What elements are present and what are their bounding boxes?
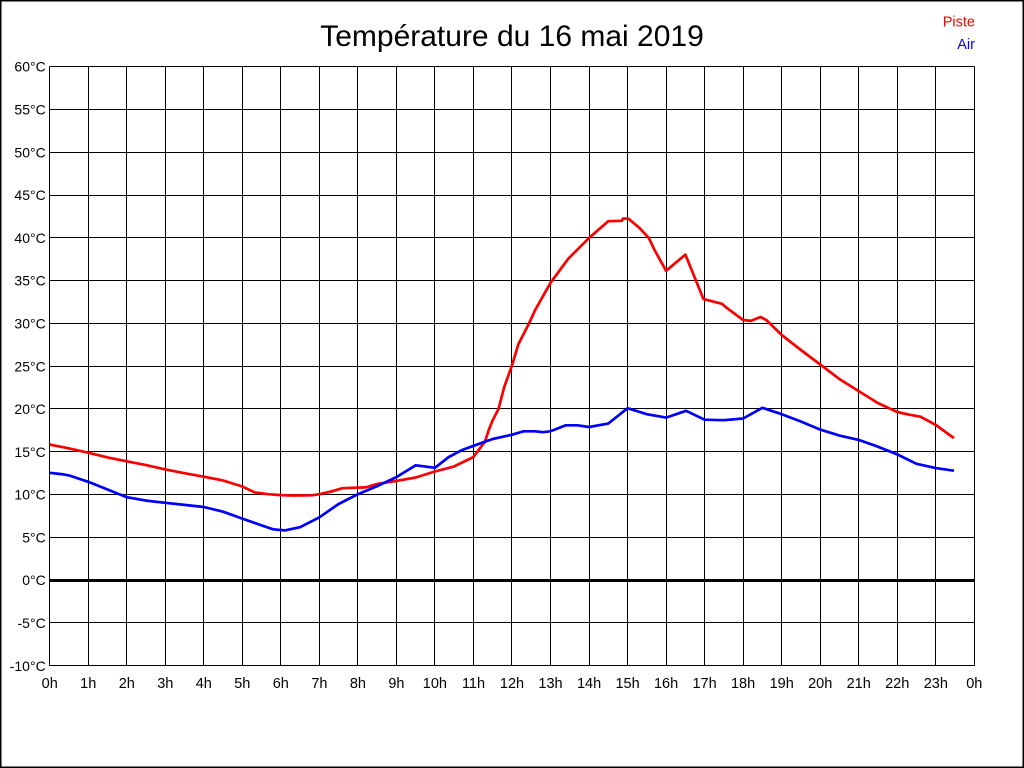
svg-text:30°C: 30°C (14, 316, 45, 332)
svg-text:25°C: 25°C (14, 358, 45, 374)
svg-text:0h: 0h (42, 676, 58, 692)
svg-text:13h: 13h (538, 676, 562, 692)
svg-text:Température du 16 mai 2019: Température du 16 mai 2019 (320, 20, 704, 53)
svg-text:2h: 2h (119, 676, 135, 692)
svg-text:12h: 12h (500, 676, 524, 692)
svg-text:17h: 17h (692, 676, 716, 692)
svg-text:10h: 10h (423, 676, 447, 692)
svg-text:15°C: 15°C (14, 444, 45, 460)
svg-text:23h: 23h (924, 676, 948, 692)
svg-text:-5°C: -5°C (18, 615, 46, 631)
svg-text:45°C: 45°C (14, 187, 45, 203)
svg-text:5h: 5h (234, 676, 250, 692)
svg-text:1h: 1h (80, 676, 96, 692)
svg-text:0h: 0h (966, 676, 982, 692)
svg-text:20h: 20h (808, 676, 832, 692)
svg-text:6h: 6h (273, 676, 289, 692)
svg-text:Piste: Piste (943, 14, 975, 30)
svg-text:16h: 16h (654, 676, 678, 692)
svg-text:60°C: 60°C (14, 59, 45, 75)
svg-text:3h: 3h (157, 676, 173, 692)
svg-text:9h: 9h (388, 676, 404, 692)
svg-text:14h: 14h (577, 676, 601, 692)
svg-text:7h: 7h (311, 676, 327, 692)
svg-text:35°C: 35°C (14, 273, 45, 289)
svg-text:11h: 11h (462, 676, 485, 692)
svg-text:21h: 21h (847, 676, 871, 692)
svg-text:19h: 19h (770, 676, 794, 692)
svg-text:10°C: 10°C (14, 487, 45, 503)
svg-text:22h: 22h (885, 676, 909, 692)
svg-text:0°C: 0°C (22, 572, 46, 588)
svg-text:55°C: 55°C (14, 102, 45, 118)
svg-text:20°C: 20°C (14, 401, 45, 417)
svg-text:4h: 4h (196, 676, 212, 692)
svg-text:50°C: 50°C (14, 144, 45, 160)
svg-text:Air: Air (957, 37, 975, 53)
svg-text:8h: 8h (350, 676, 366, 692)
svg-text:15h: 15h (615, 676, 639, 692)
svg-text:18h: 18h (731, 676, 755, 692)
svg-text:-10°C: -10°C (10, 658, 46, 674)
svg-text:5°C: 5°C (22, 529, 46, 545)
svg-text:40°C: 40°C (14, 230, 45, 246)
